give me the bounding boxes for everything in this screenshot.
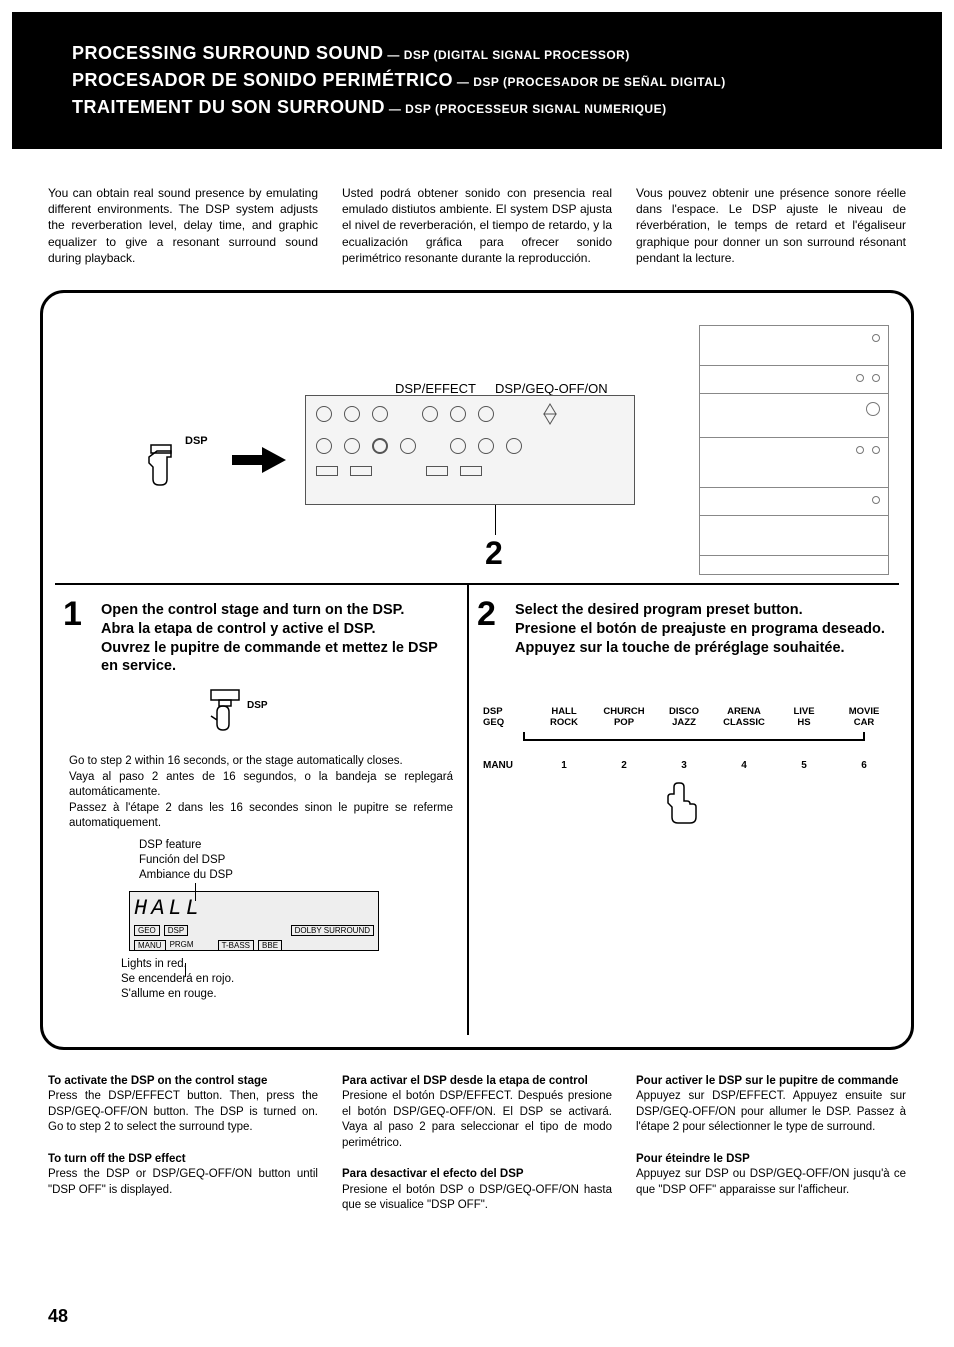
lights-en: Lights in red. [121, 958, 187, 970]
step-1-head-en: Open the control stage and turn on the D… [101, 602, 404, 618]
display-panel: HALL GEO DSP DOLBY SURROUND MANU PRGM T-… [129, 891, 379, 951]
step-2-head-en: Select the desired program preset button… [515, 602, 803, 618]
bottom-columns: To activate the DSP on the control stage… [0, 1050, 954, 1214]
dsp-button-icon: DSP [189, 688, 453, 736]
step-1-body-en: Go to step 2 within 16 seconds, or the s… [69, 755, 403, 767]
display-text: HALL [134, 896, 374, 921]
header-bar: PROCESSING SURROUND SOUND — DSP (DIGITAL… [12, 12, 942, 149]
es1-h: Para activar el DSP desde la etapa de co… [342, 1075, 588, 1087]
feature-labels: DSP feature Función del DSP Ambiance du … [139, 838, 453, 883]
preset-num-2: 2 [603, 760, 645, 771]
tag-tbass: T-BASS [218, 940, 254, 951]
diagram-box: DSP/EFFECT DSP/GEQ-OFF/ON DSP [40, 290, 914, 1050]
en1-h: To activate the DSP on the control stage [48, 1075, 267, 1087]
lights-labels: Lights in red. Se encenderá en rojo. S'a… [121, 957, 453, 1002]
header-sub-es: — DSP (PROCESADOR DE SEÑAL DIGITAL) [453, 75, 726, 89]
hand-icon [664, 779, 704, 825]
en2-b: Press the DSP or DSP/GEQ-OFF/ON button u… [48, 1168, 318, 1196]
step-2-head-es: Presione el botón de preajuste en progra… [515, 621, 885, 637]
dsp-effect-label: DSP/EFFECT [395, 381, 476, 396]
intro-en: You can obtain real sound presence by em… [48, 185, 318, 266]
fr2-b: Appuyez sur DSP ou DSP/GEQ-OFF/ON jusqu'… [636, 1168, 906, 1196]
bottom-fr: Pour activer le DSP sur le pupitre de co… [636, 1074, 906, 1214]
pointer-line [495, 505, 496, 535]
header-main-fr: TRAITEMENT DU SON SURROUND [72, 97, 385, 117]
bottom-en: To activate the DSP on the control stage… [48, 1074, 318, 1214]
step-1-number: 1 [63, 595, 82, 634]
preset-church: CHURCHPOP [603, 707, 645, 728]
step-2-head-fr: Appuyez sur la touche de préréglage souh… [515, 640, 845, 656]
preset-num-4: 4 [723, 760, 765, 771]
header-line-fr: TRAITEMENT DU SON SURROUND — DSP (PROCES… [72, 94, 894, 121]
equipment-row: DSP/EFFECT DSP/GEQ-OFF/ON DSP [55, 305, 899, 585]
preset-num-5: 5 [783, 760, 825, 771]
dsp-geq-label: DSP/GEQ-OFF/ON [495, 381, 608, 396]
steps-row: 1 Open the control stage and turn on the… [55, 585, 899, 1035]
tag-prgm: PRGM [170, 940, 194, 951]
es1-b: Presione el botón DSP/EFFECT. Después pr… [342, 1090, 612, 1149]
amplifier-panel [305, 395, 635, 505]
pointer-line [195, 883, 196, 901]
intro-fr: Vous pouvez obtenir une présence sonore … [636, 185, 906, 266]
feat-fr: Ambiance du DSP [139, 869, 233, 881]
preset-hall: HALLROCK [543, 707, 585, 728]
es2-b: Presione el botón DSP o DSP/GEQ-OFF/ON h… [342, 1184, 612, 1212]
header-line-es: PROCESADOR DE SONIDO PERIMÉTRICO — DSP (… [72, 67, 894, 94]
preset-num-3: 3 [663, 760, 705, 771]
preset-arena: ARENACLASSIC [723, 707, 765, 728]
step-1-heading: Open the control stage and turn on the D… [101, 601, 453, 676]
tag-dolby: DOLBY SURROUND [291, 925, 374, 936]
en2-h: To turn off the DSP effect [48, 1153, 186, 1165]
header-main-en: PROCESSING SURROUND SOUND [72, 43, 384, 63]
page-number: 48 [48, 1306, 68, 1327]
preset-num-6: 6 [843, 760, 885, 771]
tag-dsp: DSP [164, 925, 188, 936]
dsp-label-small: DSP [185, 435, 208, 447]
tag-bbe: BBE [258, 940, 282, 951]
step-1: 1 Open the control stage and turn on the… [55, 585, 469, 1035]
step-1-head-fr: Ouvrez le pupitre de commande et mettez … [101, 640, 438, 675]
tag-geo: GEO [134, 925, 160, 936]
step-1-head-es: Abra la etapa de control y active el DSP… [101, 621, 376, 637]
preset-grid: DSP GEQ HALLROCK CHURCHPOP DISCOJAZZ ARE… [483, 707, 885, 825]
pointer-line [185, 963, 186, 977]
arrow-icon [230, 445, 290, 475]
fr1-h: Pour activer le DSP sur le pupitre de co… [636, 1075, 898, 1087]
preset-left-label: DSP GEQ [483, 707, 525, 728]
display-tags: GEO DSP DOLBY SURROUND [134, 925, 374, 936]
feat-es: Función del DSP [139, 854, 225, 866]
step-2-number: 2 [477, 595, 496, 634]
preset-disco: DISCOJAZZ [663, 707, 705, 728]
step-1-body-fr: Passez à l'étape 2 dans les 16 secondes … [69, 802, 453, 830]
en1-b: Press the DSP/EFFECT button. Then, press… [48, 1090, 318, 1133]
bracket-icon [494, 730, 874, 742]
lights-fr: S'allume en rouge. [121, 988, 217, 1000]
fr1-b: Appuyez sur DSP/EFFECT. Appuyez ensuite … [636, 1090, 906, 1133]
tag-manu: MANU [134, 940, 166, 951]
intro-columns: You can obtain real sound presence by em… [0, 149, 954, 286]
feat-en: DSP feature [139, 839, 201, 851]
preset-live: LIVEHS [783, 707, 825, 728]
dsp-icon-label: DSP [247, 700, 268, 711]
preset-movie: MOVIECAR [843, 707, 885, 728]
header-sub-en: — DSP (DIGITAL SIGNAL PROCESSOR) [384, 48, 630, 62]
step-2: 2 Select the desired program preset butt… [469, 585, 899, 1035]
manu-label: MANU [483, 760, 525, 771]
header-main-es: PROCESADOR DE SONIDO PERIMÉTRICO [72, 70, 453, 90]
step-2-heading: Select the desired program preset button… [515, 601, 885, 658]
intro-es: Usted podrá obtener sonido con presencia… [342, 185, 612, 266]
diagram-step-2-marker: 2 [485, 535, 503, 572]
lights-es: Se encenderá en rojo. [121, 973, 234, 985]
preset-num-1: 1 [543, 760, 585, 771]
hand-icon [145, 443, 185, 493]
step-1-body: Go to step 2 within 16 seconds, or the s… [69, 754, 453, 832]
stereo-stack [699, 325, 889, 575]
bottom-es: Para activar el DSP desde la etapa de co… [342, 1074, 612, 1214]
es2-h: Para desactivar el efecto del DSP [342, 1168, 524, 1180]
header-sub-fr: — DSP (PROCESSEUR SIGNAL NUMERIQUE) [385, 102, 667, 116]
header-line-en: PROCESSING SURROUND SOUND — DSP (DIGITAL… [72, 40, 894, 67]
step-1-body-es: Vaya al paso 2 antes de 16 segundos, o l… [69, 771, 453, 799]
fr2-h: Pour éteindre le DSP [636, 1153, 750, 1165]
